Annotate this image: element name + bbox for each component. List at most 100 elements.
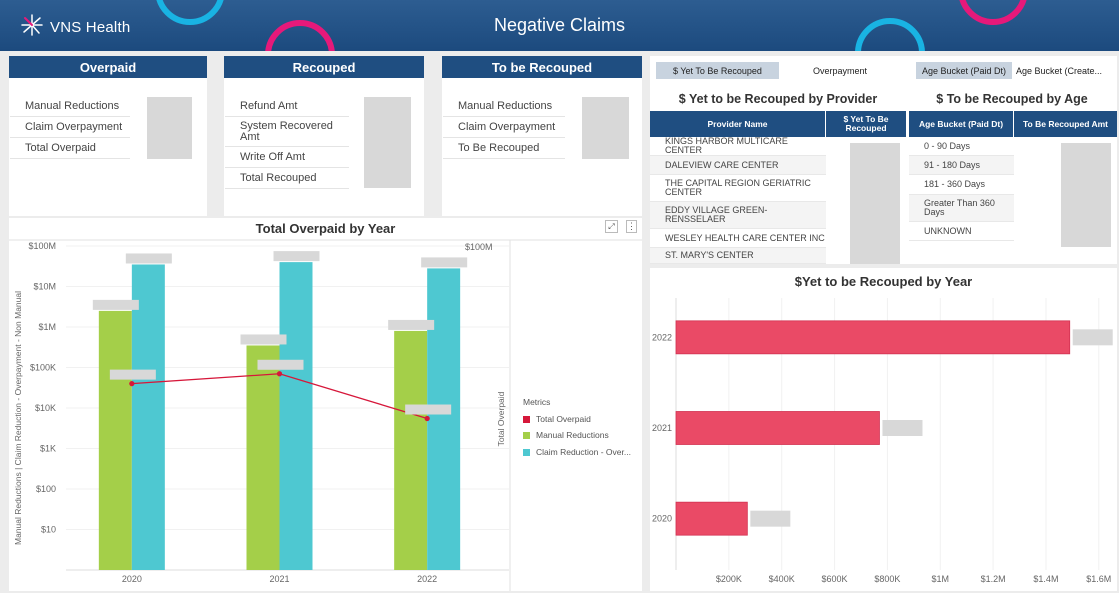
table-row-age[interactable]: 0 - 90 Days (909, 137, 1014, 156)
y-tick-label: $10K (35, 403, 56, 413)
y-tick-label: 2022 (652, 332, 672, 342)
chart-title-recoup-by-year: $Yet to be Recouped by Year (794, 274, 973, 289)
column-header-provider-name[interactable]: Provider Name (650, 111, 825, 137)
redacted-value (364, 97, 411, 188)
table-row-age[interactable]: UNKNOWN (909, 222, 1014, 241)
legend-label: Total Overpaid (536, 414, 591, 424)
x-tick-label: $1.6M (1086, 574, 1111, 584)
table-row-age[interactable]: Greater Than 360 Days (909, 195, 1014, 222)
y-tick-label: $10 (41, 525, 56, 535)
y-tick-label: $100M (28, 241, 56, 251)
kpi-row-label: Claim Overpayment (443, 117, 565, 138)
table-row-provider[interactable]: KINGS HARBOR MULTICARE CENTER (650, 137, 826, 156)
legend-title: Metrics (523, 397, 551, 407)
redacted-data-label (125, 253, 172, 264)
redacted-data-label (109, 369, 156, 380)
y2-axis-title: Total Overpaid (496, 391, 506, 446)
legend-swatch (523, 431, 530, 439)
redacted-data-label (1072, 329, 1113, 346)
table-row-provider[interactable]: THE CAPITAL REGION GERIATRIC CENTER (650, 175, 826, 202)
y-tick-label: $1K (40, 444, 56, 454)
legend-label: Claim Reduction - Over... (536, 447, 631, 457)
y-axis-title: Manual Reductions | Claim Reduction - Ov… (13, 291, 23, 545)
column-header-age-bucket[interactable]: Age Bucket (Paid Dt) (909, 111, 1013, 137)
column-header-to-be-recouped-amt[interactable]: To Be Recouped Amt (1014, 111, 1117, 137)
bar-claim-reduction (279, 262, 313, 570)
x-tick-label: $400K (769, 574, 795, 584)
redacted-data-label (388, 319, 435, 330)
legend-item-manual-reductions[interactable]: Manual Reductions (523, 430, 609, 440)
table-row-provider[interactable]: EDDY VILLAGE GREEN-RENSSELAER (650, 202, 826, 229)
legend-item-claim-reduction[interactable]: Claim Reduction - Over... (523, 447, 631, 457)
y-tick-label: 2020 (652, 514, 672, 524)
y2-tick-label: $100M (465, 242, 493, 252)
y-tick-label: $100 (36, 484, 56, 494)
table-row-age[interactable]: 181 - 360 Days (909, 175, 1014, 195)
kpi-row-label: System Recovered Amt (225, 117, 349, 147)
header-bar: VNS Health Negative Claims (0, 0, 1119, 51)
x-tick-label: $1M (931, 574, 949, 584)
legend-swatch (523, 448, 530, 456)
column-header-yet-to-be-recouped[interactable]: $ Yet To Be Recouped (826, 111, 906, 137)
legend-item-total-overpaid[interactable]: Total Overpaid (523, 414, 591, 424)
redacted-data-label (882, 420, 923, 436)
kpi-row-label: Total Recouped (225, 168, 349, 189)
table-row-age[interactable]: 91 - 180 Days (909, 156, 1014, 175)
x-tick-label: $600K (822, 574, 848, 584)
kpi-row-label: Manual Reductions (443, 96, 565, 117)
brand-logo[interactable]: VNS Health (20, 13, 130, 42)
page-title: Negative Claims (493, 15, 626, 35)
bar-manual-reductions (394, 330, 428, 570)
expand-icon[interactable]: ⤢ (605, 220, 618, 233)
point-total-overpaid (424, 415, 430, 422)
tab-overpayment[interactable]: Overpayment (812, 65, 868, 76)
x-tick-label: 2022 (417, 574, 437, 584)
recoup-by-year-chart: $200K $400K $600K $800K $1M $1.2M $1.4M $1.6M 20… (652, 298, 1113, 584)
kpi-title-overpaid: Overpaid (9, 56, 207, 78)
point-total-overpaid (276, 371, 283, 377)
y-tick-label: $1M (38, 322, 56, 332)
kpi-row-label: Manual Reductions (10, 96, 130, 117)
x-tick-label: 2021 (269, 574, 289, 584)
tab-age-bucket-created[interactable]: Age Bucket (Create... (1015, 65, 1103, 76)
redacted-data-label (421, 257, 468, 268)
age-table-title: $ To be Recouped by Age (936, 92, 1088, 106)
redacted-value (582, 97, 629, 159)
bar-claim-reduction (427, 268, 461, 570)
y-tick-label: $10M (33, 282, 56, 292)
redacted-data-label (405, 404, 452, 415)
redacted-data-label (273, 251, 320, 262)
vns-logo-icon (20, 13, 44, 42)
y-tick-label: 2021 (652, 423, 672, 433)
kpi-title-recouped: Recouped (224, 56, 424, 78)
y-tick-label: $100K (30, 363, 56, 373)
tab-age-bucket-paid[interactable]: Age Bucket (Paid Dt) (916, 62, 1012, 79)
redacted-value (1061, 143, 1111, 247)
kpi-row-label: To Be Recouped (443, 138, 565, 159)
kpi-row-label: Claim Overpayment (10, 117, 130, 138)
x-tick-label: 2020 (122, 574, 142, 584)
table-row-provider[interactable]: WESLEY HEALTH CARE CENTER INC (650, 229, 826, 248)
chart-title-total-overpaid: Total Overpaid by Year (255, 221, 396, 236)
point-total-overpaid (129, 381, 135, 387)
tab-yet-to-be-recouped[interactable]: $ Yet To Be Recouped (656, 62, 779, 79)
brand-name: VNS Health (50, 19, 131, 36)
bar-yet-to-be-recouped (675, 320, 1071, 355)
x-tick-label: $1.4M (1033, 574, 1058, 584)
redacted-data-label (240, 334, 287, 345)
x-tick-label: $200K (716, 574, 742, 584)
redacted-value (147, 97, 192, 159)
kpi-row-label: Refund Amt (225, 96, 349, 117)
table-row-provider[interactable]: ST. MARY'S CENTER (650, 248, 826, 264)
legend-label: Manual Reductions (536, 430, 609, 440)
redacted-value (850, 143, 900, 264)
kpi-title-to-be-recouped: To be Recouped (442, 56, 642, 78)
bar-claim-reduction (131, 264, 165, 570)
redacted-data-label (257, 359, 304, 370)
table-row-provider[interactable]: DALEVIEW CARE CENTER (650, 156, 826, 175)
x-tick-label: $800K (874, 574, 900, 584)
bar-manual-reductions (246, 345, 280, 570)
more-options-icon[interactable]: ⋮ (626, 220, 637, 233)
provider-table-title: $ Yet to be Recouped by Provider (678, 92, 878, 106)
x-tick-label: $1.2M (981, 574, 1006, 584)
